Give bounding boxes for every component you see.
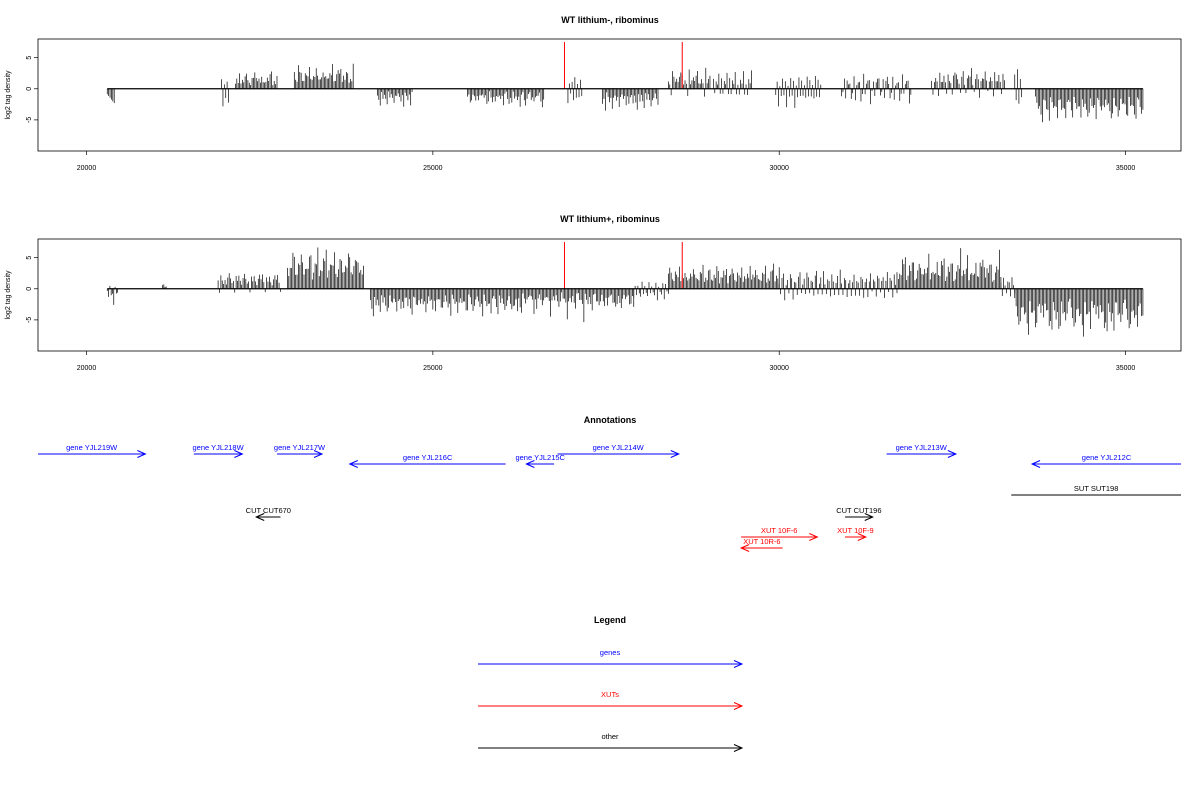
feature-xut: XUT 10R-6 [739, 537, 783, 552]
feature-gene: gene YJL212C [1030, 453, 1181, 468]
y-axis-label: log2 tag density [5, 70, 12, 120]
x-tick-label: 30000 [769, 365, 789, 372]
feature-gene: gene YJL217W [274, 443, 326, 458]
bar-series [106, 63, 1144, 123]
x-tick-label: 35000 [1116, 165, 1136, 172]
x-tick-label: 25000 [423, 365, 443, 372]
track-lithium-plus: WT lithium+, ribominus log2 tag density … [5, 214, 1182, 372]
feature-gene: gene YJL213W [886, 443, 958, 458]
track-title: WT lithium+, ribominus [560, 214, 660, 224]
legend-label: XUTs [601, 690, 619, 699]
feature-label: CUT CUT196 [836, 506, 881, 515]
plot-frame [37, 38, 1182, 152]
legend-arrow-arrowhead [733, 744, 744, 752]
marker-lines [563, 242, 683, 289]
feature-arrow-arrowhead [348, 460, 358, 468]
x-tick-label: 30000 [769, 165, 789, 172]
feature-gene: gene YJL214W [557, 443, 681, 458]
feature-label: XUT 10R-6 [743, 537, 780, 546]
track-title: WT lithium-, ribominus [561, 15, 659, 25]
feature-xut: XUT 10F-9 [837, 526, 874, 541]
legend-label: other [601, 732, 619, 741]
feature-arrow-arrowhead [739, 544, 750, 552]
y-tick-label: 5 [26, 256, 33, 260]
track-lithium-minus: WT lithium-, ribominus log2 tag density … [5, 15, 1182, 172]
feature-label: gene YJL216C [403, 453, 453, 462]
bar-series [106, 247, 1144, 337]
legend-item-other: other [478, 732, 744, 752]
feature-other: CUT CUT670 [246, 506, 291, 521]
y-axis: -5 0 5 [26, 256, 38, 323]
feature-label: gene YJL214W [593, 443, 645, 452]
feature-arrow-arrowhead [947, 450, 958, 458]
feature-arrow-arrowhead [234, 450, 244, 458]
feature-other: SUT SUT198 [1011, 484, 1181, 496]
feature-label: gene YJL213W [896, 443, 948, 452]
feature-label: gene YJL217W [274, 443, 326, 452]
feature-label: XUT 10F-9 [837, 526, 874, 535]
feature-arrow-arrowhead [809, 533, 819, 541]
y-axis-label: log2 tag density [5, 270, 12, 320]
feature-xut: XUT 10F-6 [741, 526, 819, 541]
annotations-title: Annotations [584, 415, 637, 425]
feature-arrow-arrowhead [670, 450, 681, 458]
marker-lines [563, 42, 683, 89]
feature-label: CUT CUT670 [246, 506, 291, 515]
feature-list: gene YJL219W gene YJL218W gene YJL217W gene… [38, 443, 1181, 552]
feature-arrow-arrowhead [1030, 460, 1041, 468]
feature-label: gene YJL215C [515, 453, 565, 462]
feature-arrow-arrowhead [864, 513, 874, 521]
y-tick-label: 5 [26, 56, 33, 60]
legend-label: genes [600, 648, 621, 657]
y-axis: -5 0 5 [26, 56, 38, 123]
y-tick-label: -5 [26, 317, 33, 323]
legend-title: Legend [594, 615, 626, 625]
x-tick-label: 25000 [423, 165, 443, 172]
feature-label: gene YJL219W [66, 443, 118, 452]
legend-items: genes XUTs other [478, 648, 744, 752]
feature-label: XUT 10F-6 [761, 526, 798, 535]
x-axis: 20000 25000 30000 35000 [77, 351, 1136, 372]
legend-item-xut: XUTs [478, 690, 744, 710]
x-axis: 20000 25000 30000 35000 [77, 151, 1136, 172]
y-tick-label: 0 [26, 87, 33, 91]
feature-gene: gene YJL215C [515, 453, 566, 468]
feature-arrow-arrowhead [254, 513, 265, 521]
feature-label: gene YJL212C [1082, 453, 1132, 462]
legend-arrow-arrowhead [733, 660, 744, 668]
feature-gene: gene YJL216C [348, 453, 506, 468]
feature-arrow-arrowhead [525, 460, 535, 468]
annotations-panel: Annotations gene YJL219W gene YJL218W gene… [38, 415, 1181, 552]
feature-arrow-arrowhead [137, 450, 147, 458]
legend-arrow-arrowhead [733, 702, 744, 710]
y-tick-label: -5 [26, 117, 33, 123]
x-tick-label: 20000 [77, 365, 97, 372]
feature-label: SUT SUT198 [1074, 484, 1118, 493]
feature-other: CUT CUT196 [836, 506, 882, 521]
feature-arrow-arrowhead [313, 450, 324, 458]
x-tick-label: 20000 [77, 165, 97, 172]
y-tick-label: 0 [26, 287, 33, 291]
plot-frame [37, 238, 1182, 352]
x-tick-label: 35000 [1116, 365, 1136, 372]
feature-gene: gene YJL219W [38, 443, 147, 458]
legend-item-gene: genes [478, 648, 744, 668]
feature-label: gene YJL218W [193, 443, 245, 452]
feature-arrow-arrowhead [857, 533, 868, 541]
feature-gene: gene YJL218W [193, 443, 245, 458]
legend-panel: Legend genes XUTs other [478, 615, 744, 752]
